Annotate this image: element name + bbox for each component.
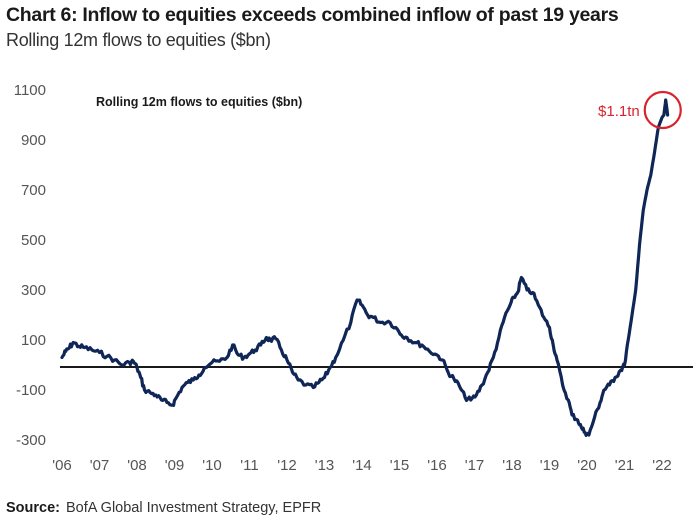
x-tick-label: '20 <box>577 457 597 474</box>
x-tick-label: '17 <box>465 457 485 474</box>
source-label: Source: <box>6 500 60 516</box>
x-tick-label: '10 <box>202 457 222 474</box>
source-text: BofA Global Investment Strategy, EPFR <box>66 500 322 516</box>
y-tick-label: 900 <box>21 132 46 149</box>
peak-highlight-circle <box>643 90 682 130</box>
y-tick-label: 100 <box>21 332 46 349</box>
x-tick-label: '16 <box>427 457 447 474</box>
x-tick-label: '11 <box>240 457 258 474</box>
x-tick-label: '18 <box>502 457 522 474</box>
y-tick-label: -100 <box>16 382 46 399</box>
y-tick-label: 700 <box>21 182 46 199</box>
chart-subtitle: Rolling 12m flows to equities ($bn) <box>6 30 271 50</box>
chart-title: Chart 6: Inflow to equities exceeds comb… <box>6 4 619 26</box>
x-tick-label: '06 <box>52 457 72 474</box>
y-tick-label: 300 <box>21 282 46 299</box>
x-tick-label: '09 <box>165 457 185 474</box>
x-tick-label: '14 <box>352 457 372 474</box>
x-tick-label: '13 <box>315 457 335 474</box>
x-tick-label: '07 <box>90 457 110 474</box>
y-tick-label: 1100 <box>14 82 46 99</box>
y-axis-ticks: 1100 900 700 500 300 100 -100 -300 <box>14 82 46 449</box>
x-tick-label: '15 <box>390 457 410 474</box>
y-tick-label: -300 <box>16 432 46 449</box>
x-tick-label: '19 <box>540 457 560 474</box>
x-axis-ticks: '06 '07 '08 '09 '10 '11 '12 '13 '14 '15 '16 '17 '18 '… <box>52 457 672 474</box>
chart-inner-title: Rolling 12m flows to equities ($bn) <box>96 95 302 109</box>
series-line-equity-flows <box>60 98 670 437</box>
x-tick-label: '08 <box>127 457 147 474</box>
x-tick-label: '21 <box>615 457 635 474</box>
x-tick-label: '22 <box>652 457 672 474</box>
peak-annotation-label: $1.1tn <box>598 103 640 120</box>
x-tick-label: '12 <box>277 457 297 474</box>
source-note: Source: BofA Global Investment Strategy, … <box>6 500 321 516</box>
y-tick-label: 500 <box>21 232 46 249</box>
